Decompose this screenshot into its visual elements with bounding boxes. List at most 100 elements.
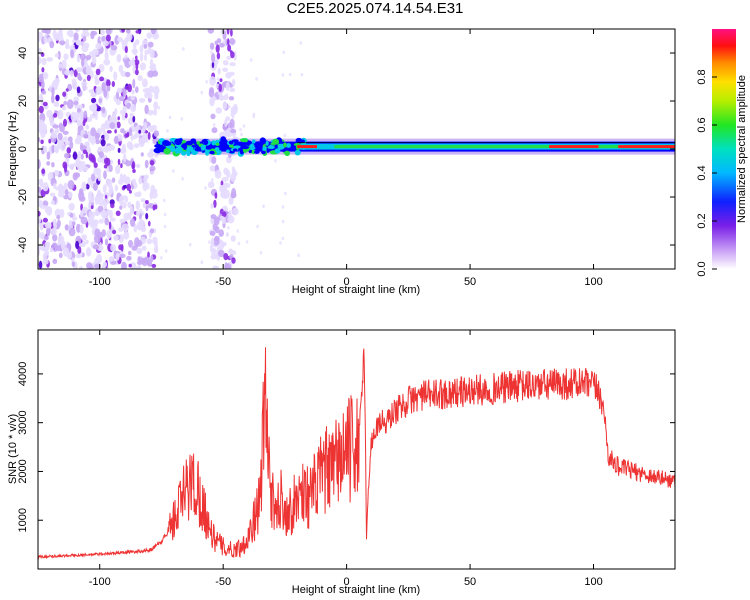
spectral-speckle [211, 127, 218, 134]
spectral-speckle [60, 208, 65, 218]
spectral-speckle [92, 182, 98, 191]
spectral-speckle [145, 204, 149, 212]
spectral-speckle [229, 87, 236, 93]
spectral-speckle [218, 229, 224, 237]
spectral-speckle [131, 89, 135, 95]
spectral-speckle [66, 147, 72, 154]
carrier-blob [295, 137, 303, 143]
spectral-speckle [54, 208, 62, 218]
spectral-speckle [150, 63, 157, 69]
spectral-speckle [126, 255, 132, 261]
spectral-speckle [104, 217, 109, 226]
spectral-speckle [49, 192, 56, 197]
spectral-speckle [228, 96, 235, 101]
spectral-speckle [284, 191, 287, 196]
spectral-speckle [245, 240, 249, 244]
spectral-speckle [110, 203, 115, 209]
carrier-blob [232, 148, 238, 152]
x-tick-label: 0 [344, 276, 350, 288]
spectral-speckle [80, 210, 84, 217]
spectral-speckle [153, 101, 159, 110]
spectral-speckle [76, 134, 82, 145]
spectral-speckle [136, 222, 142, 231]
spectral-speckle [43, 35, 48, 44]
spectral-speckle [86, 247, 92, 257]
spectral-speckle [57, 132, 63, 141]
spectral-speckle [38, 192, 42, 201]
spectral-speckle [135, 30, 141, 34]
spectral-speckle [58, 184, 64, 194]
spectral-speckle [132, 178, 137, 186]
carrier-blob [294, 149, 301, 156]
carrier-blob [219, 140, 225, 145]
spectral-speckle [116, 87, 123, 94]
spectral-speckle [43, 145, 48, 153]
carrier-blob [283, 142, 287, 148]
spectral-speckle [56, 109, 64, 120]
spectral-speckle [131, 48, 138, 54]
spectral-speckle [136, 247, 143, 255]
spectral-speckle [46, 161, 51, 166]
carrier-band-core [334, 145, 675, 149]
spectral-speckle [64, 224, 69, 231]
spectral-speckle [38, 179, 43, 185]
spectral-speckle [90, 127, 97, 137]
spectral-speckle [102, 198, 110, 205]
spectral-speckle [204, 186, 207, 190]
spectral-speckle [57, 50, 61, 60]
spectral-speckle [153, 85, 160, 96]
spectral-speckle [139, 52, 144, 62]
spectral-speckle [103, 170, 107, 180]
spectral-speckle [63, 182, 68, 189]
spectral-speckle [96, 254, 103, 264]
spectral-speckle [67, 180, 75, 190]
spectral-speckle [95, 43, 102, 50]
spectral-speckle [140, 152, 144, 157]
carrier-blob [174, 138, 182, 146]
bottom-plot-frame [37, 329, 676, 570]
spectral-speckle [149, 170, 155, 175]
carrier-blob [163, 148, 171, 155]
snr-line-plot [38, 347, 675, 560]
spectral-speckle [213, 216, 220, 226]
spectral-speckle [299, 41, 303, 45]
spectral-speckle [71, 216, 78, 221]
carrier-blob [181, 151, 187, 156]
y-tick-label: 1000 [17, 508, 29, 532]
carrier-blob [254, 141, 263, 148]
colorbar-tick-label: 0.2 [696, 213, 708, 228]
spectral-speckle [42, 259, 49, 265]
spectral-speckle [128, 189, 132, 194]
spectral-speckle [53, 223, 58, 229]
spectral-speckle [115, 210, 121, 217]
spectral-speckle [94, 112, 98, 120]
spectral-speckle [210, 237, 215, 247]
spectral-speckle [64, 152, 70, 159]
spectral-speckle [91, 97, 97, 104]
spectral-speckle [112, 229, 117, 235]
spectral-speckle [147, 41, 154, 48]
spectral-speckle [146, 238, 153, 245]
spectral-speckle [88, 210, 92, 221]
spectral-speckle [214, 226, 220, 234]
spectral-speckle [236, 229, 240, 233]
spectral-speckle [153, 228, 157, 234]
spectral-speckle [62, 247, 70, 257]
spectral-speckle [38, 186, 42, 193]
spectral-speckle [52, 258, 58, 264]
spectral-speckle [114, 129, 117, 134]
spectral-speckle [208, 240, 211, 244]
spectral-speckle [69, 163, 75, 170]
spectral-speckle [121, 261, 127, 269]
spectral-speckle [88, 153, 94, 161]
spectral-speckle [172, 169, 175, 173]
spectral-speckle [73, 32, 79, 41]
spectral-speckle [74, 43, 78, 50]
spectral-speckle [85, 54, 92, 61]
spectral-speckle [210, 50, 213, 55]
spectral-speckle [94, 78, 100, 86]
spectral-speckle [110, 217, 116, 222]
spectral-speckle [209, 230, 216, 236]
carrier-blob [185, 146, 194, 152]
spectral-speckle [106, 130, 112, 134]
